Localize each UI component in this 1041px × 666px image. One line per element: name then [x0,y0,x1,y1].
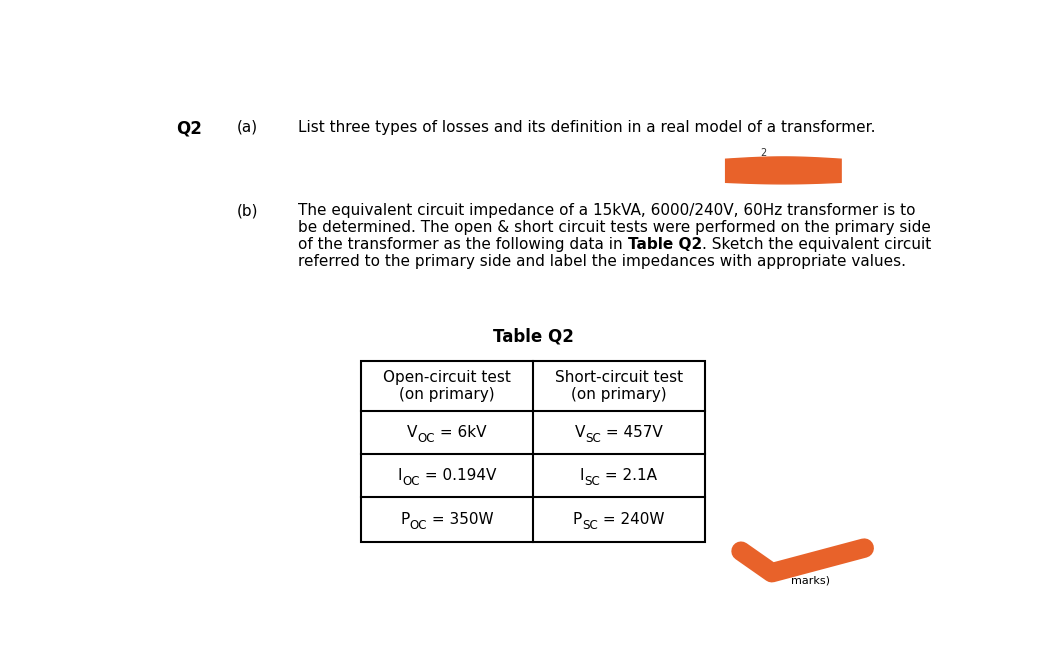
Text: OC: OC [417,432,435,446]
Text: Open-circuit test: Open-circuit test [383,370,511,386]
Text: Table Q2: Table Q2 [492,328,574,346]
Text: P: P [400,512,409,527]
Text: SC: SC [585,432,601,446]
Text: V: V [575,425,585,440]
Text: of the transformer as the following data in: of the transformer as the following data… [299,237,628,252]
Text: SC: SC [582,519,598,532]
Text: = 350W: = 350W [427,512,493,527]
Text: (on primary): (on primary) [570,388,666,402]
Polygon shape [726,157,841,184]
Text: . Sketch the equivalent circuit: . Sketch the equivalent circuit [702,237,932,252]
Text: V: V [407,425,417,440]
Text: Short-circuit test: Short-circuit test [555,370,683,386]
Text: = 0.194V: = 0.194V [420,468,497,484]
Text: I: I [398,468,402,484]
Text: be determined. The open & short circuit tests were performed on the primary side: be determined. The open & short circuit … [299,220,931,235]
Text: SC: SC [584,476,601,488]
Text: Table Q2: Table Q2 [628,237,702,252]
Text: marks): marks) [791,576,830,586]
Text: List three types of losses and its definition in a real model of a transformer.: List three types of losses and its defin… [299,120,875,135]
Text: Q2: Q2 [177,120,203,138]
Text: referred to the primary side and label the impedances with appropriate values.: referred to the primary side and label t… [299,254,907,269]
Text: (on primary): (on primary) [399,388,494,402]
Text: = 457V: = 457V [601,425,662,440]
Bar [361,361,705,542]
Text: = 2.1A: = 2.1A [601,468,657,484]
Text: (a): (a) [236,120,258,135]
Text: OC: OC [402,476,420,488]
Text: P: P [573,512,582,527]
Text: (b): (b) [236,203,258,218]
Text: OC: OC [409,519,427,532]
Text: The equivalent circuit impedance of a 15kVA, 6000/240V, 60Hz transformer is to: The equivalent circuit impedance of a 15… [299,203,916,218]
Text: I: I [580,468,584,484]
Text: = 6kV: = 6kV [435,425,486,440]
Text: = 240W: = 240W [598,512,664,527]
Text: 2: 2 [760,148,766,158]
